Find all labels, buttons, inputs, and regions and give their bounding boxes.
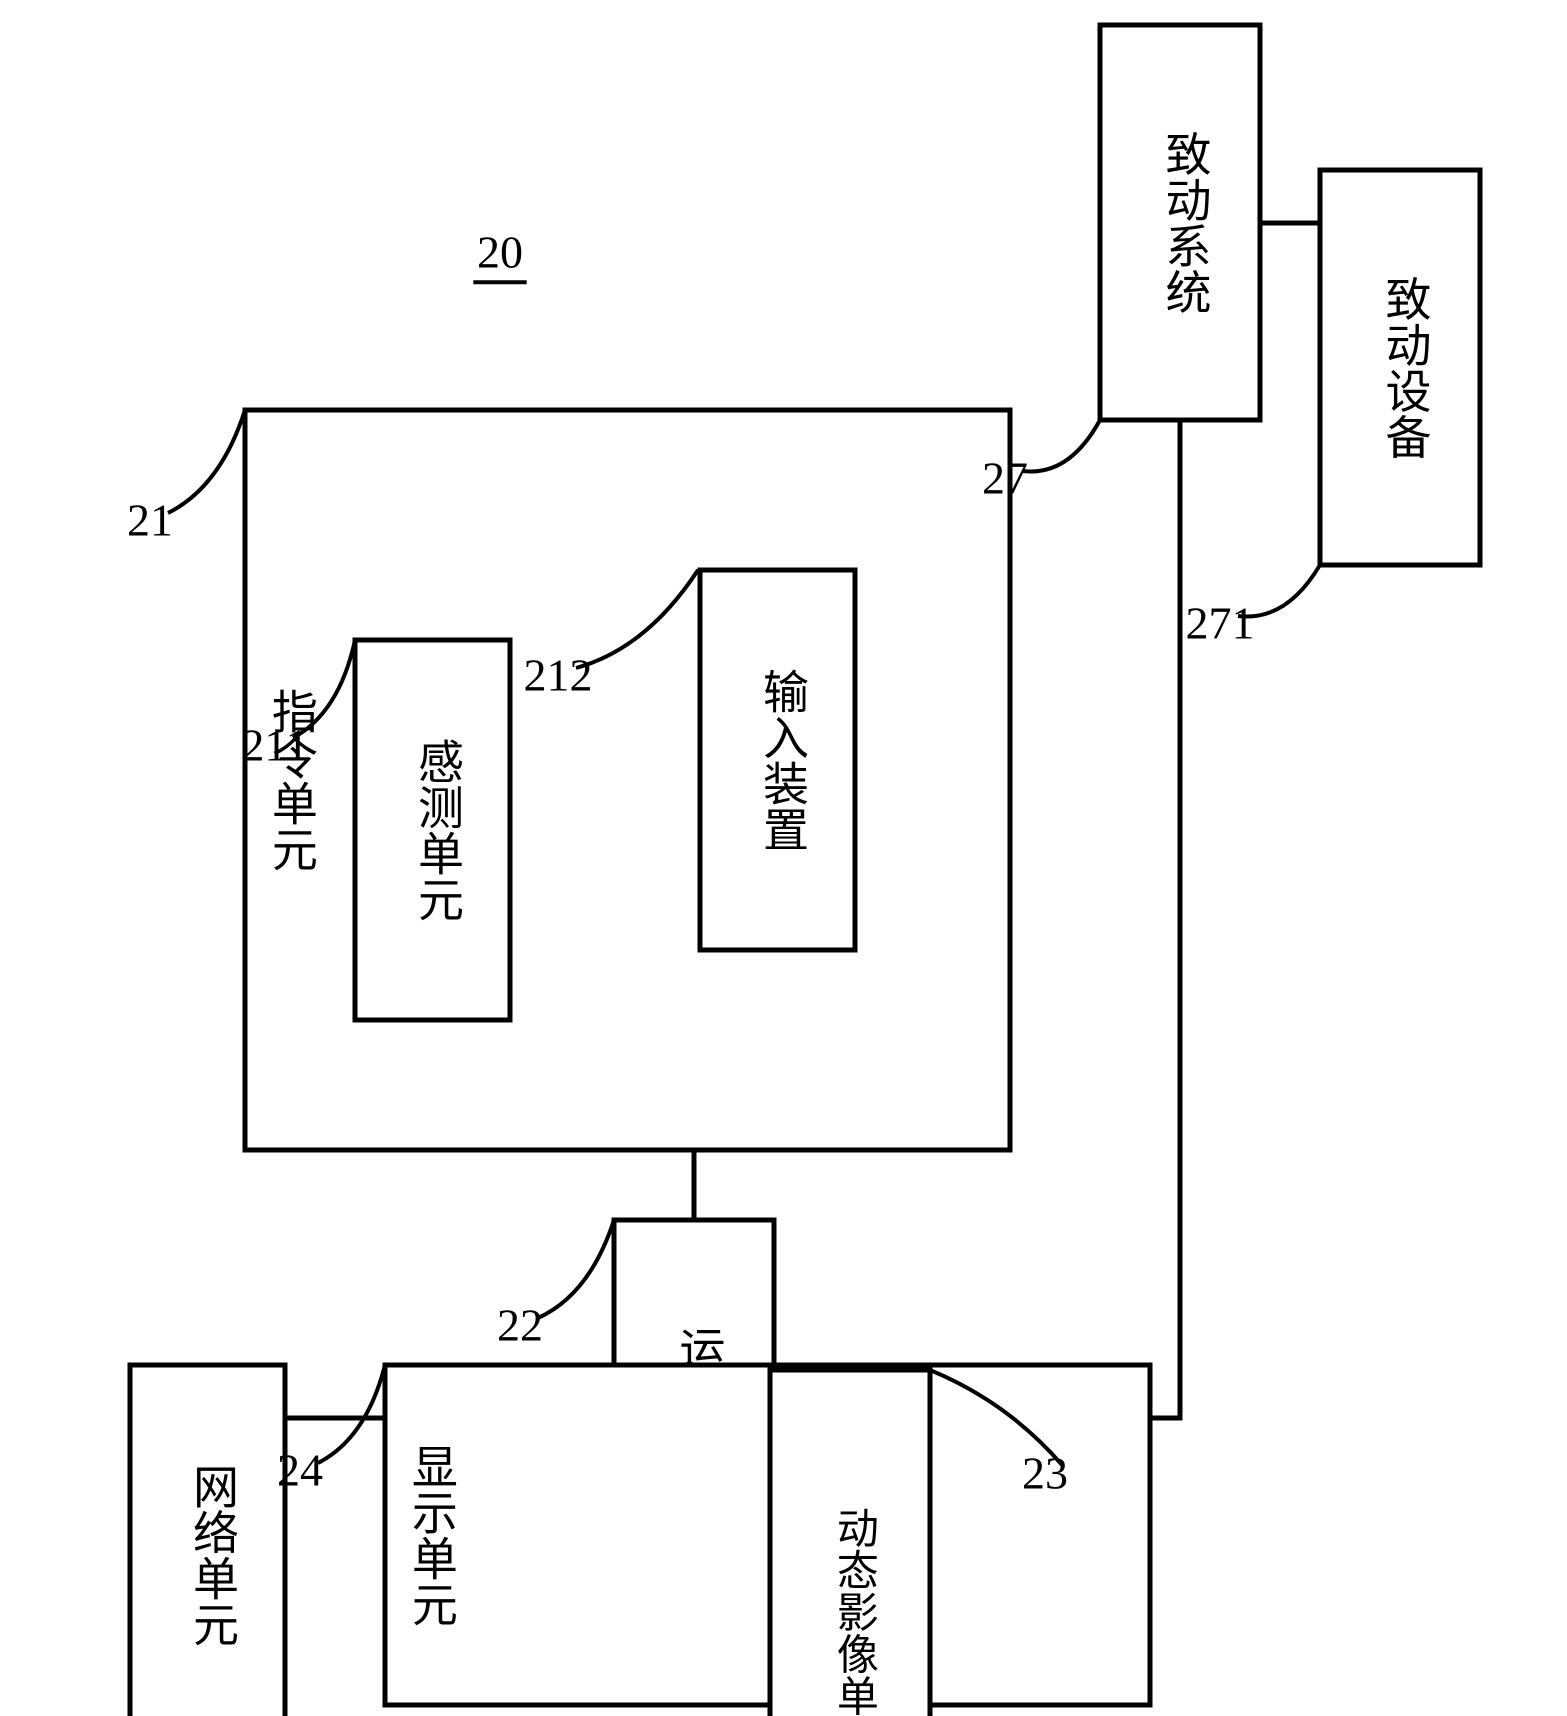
node-label: 感测单元	[412, 738, 463, 922]
node-n271: 致动设备	[1320, 170, 1480, 565]
node-label: 动态影像单元	[830, 1507, 877, 1716]
node-label: 致动设备	[1379, 276, 1430, 460]
ref-r20: 20	[473, 227, 526, 283]
ref-label: 24	[277, 1445, 323, 1496]
ref-label: 212	[524, 650, 593, 701]
node-n26: 网络单元	[130, 1365, 285, 1716]
ref-label: 211	[241, 720, 308, 771]
ref-label: 20	[477, 227, 523, 278]
node-n23: 动态影像单元	[770, 1370, 930, 1716]
node-label: 指令单元	[266, 688, 317, 872]
node-n211: 感测单元	[355, 640, 510, 1020]
node-n27: 致动系统	[1100, 25, 1260, 420]
node-label: 显示单元	[406, 1443, 457, 1627]
ref-label: 271	[1186, 598, 1255, 649]
ref-label: 21	[127, 495, 173, 546]
ref-label: 22	[497, 1300, 543, 1351]
ref-label: 27	[982, 453, 1028, 504]
node-label: 输入装置	[757, 668, 808, 852]
node-label: 网络单元	[187, 1463, 238, 1647]
ref-label: 23	[1022, 1448, 1068, 1499]
node-n212: 输入装置	[700, 570, 855, 950]
node-label: 致动系统	[1159, 131, 1210, 315]
